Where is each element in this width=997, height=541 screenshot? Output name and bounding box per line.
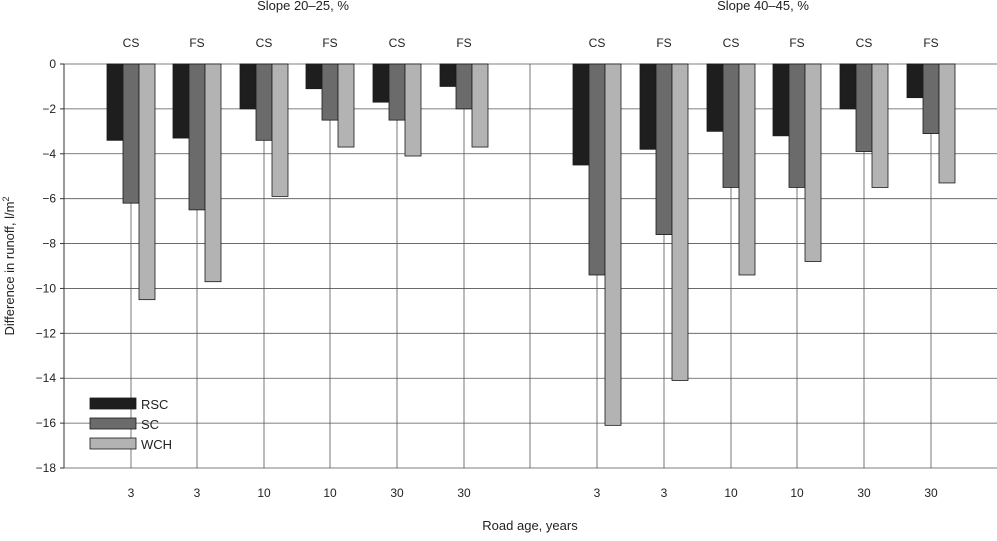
- bar-wch: [804, 63, 822, 262]
- axis-layer: 0 −2 −4 −6 −8 −10 −12 −14 −16 −18 CS 3 FS 3 CS 10 FS 10 CS…: [36, 36, 939, 500]
- bar-rsc: [639, 63, 657, 150]
- y-tick-label: −10: [36, 281, 57, 295]
- y-tick-label: −18: [36, 461, 57, 475]
- bar-sc: [922, 63, 940, 134]
- bar-wch: [871, 63, 889, 188]
- y-tick-label: −14: [36, 371, 57, 385]
- y-axis-label: Difference in runoff, l/m2: [1, 197, 17, 336]
- surface-label: CS: [723, 36, 740, 50]
- bar-sc: [455, 63, 473, 110]
- surface-label: CS: [389, 36, 406, 50]
- y-axis-label-sup: 2: [1, 197, 11, 202]
- bar-rsc: [439, 63, 457, 87]
- bar-wch: [604, 63, 622, 426]
- surface-label: FS: [923, 36, 938, 50]
- bar-rsc: [172, 63, 190, 139]
- y-axis-label-text: Difference in runoff, l/m: [2, 202, 17, 336]
- bar-sc: [722, 63, 740, 188]
- surface-label: CS: [256, 36, 273, 50]
- surface-label: FS: [789, 36, 804, 50]
- legend-label-sc: SC: [141, 417, 159, 432]
- legend-swatch-wch: [89, 437, 137, 450]
- age-tick-label: 30: [457, 486, 471, 500]
- y-tick-label: −6: [42, 192, 56, 206]
- bar-wch: [938, 63, 956, 184]
- surface-label: CS: [856, 36, 873, 50]
- bar-rsc: [839, 63, 857, 110]
- bar-wch: [671, 63, 689, 381]
- bar-wch: [204, 63, 222, 283]
- age-tick-label: 10: [323, 486, 337, 500]
- age-tick-label: 3: [194, 486, 201, 500]
- y-tick-label: −2: [42, 102, 56, 116]
- surface-label: CS: [123, 36, 140, 50]
- bar-sc: [255, 63, 273, 141]
- y-tick-label: −16: [36, 416, 57, 430]
- bar-sc: [588, 63, 606, 276]
- surface-label: FS: [456, 36, 471, 50]
- bar-rsc: [239, 63, 257, 110]
- surface-label: CS: [589, 36, 606, 50]
- label-layer: Slope 20–25, % Slope 40–45, % Road age, …: [1, 0, 809, 533]
- y-tick-label: −12: [36, 326, 57, 340]
- bar-rsc: [906, 63, 924, 99]
- age-tick-label: 10: [257, 486, 271, 500]
- bar-sc: [122, 63, 140, 204]
- bar-wch: [738, 63, 756, 276]
- bar-sc: [655, 63, 673, 235]
- x-axis-label: Road age, years: [482, 518, 578, 533]
- bar-sc: [855, 63, 873, 152]
- bar-rsc: [106, 63, 124, 141]
- legend: RSC SC WCH: [89, 397, 172, 452]
- age-tick-label: 3: [594, 486, 601, 500]
- bar-rsc: [572, 63, 590, 166]
- legend-label-rsc: RSC: [141, 397, 168, 412]
- bar-rsc: [706, 63, 724, 132]
- bar-wch: [337, 63, 355, 148]
- bar-wch: [271, 63, 289, 197]
- bar-wch: [138, 63, 156, 301]
- y-tick-label: 0: [49, 57, 56, 71]
- age-tick-label: 30: [390, 486, 404, 500]
- bar-rsc: [772, 63, 790, 137]
- bar-layer: [106, 63, 956, 426]
- bar-rsc: [372, 63, 390, 103]
- age-tick-label: 3: [661, 486, 668, 500]
- age-tick-label: 10: [790, 486, 804, 500]
- bar-sc: [388, 63, 406, 121]
- surface-label: FS: [189, 36, 204, 50]
- bar-sc: [188, 63, 206, 211]
- age-tick-label: 30: [924, 486, 938, 500]
- bar-sc: [321, 63, 339, 121]
- panel-title-right: Slope 40–45, %: [717, 0, 809, 13]
- bar-rsc: [305, 63, 323, 90]
- age-tick-label: 10: [724, 486, 738, 500]
- legend-swatch-sc: [89, 417, 137, 430]
- age-tick-label: 3: [128, 486, 135, 500]
- surface-label: FS: [322, 36, 337, 50]
- y-tick-label: −8: [42, 237, 56, 251]
- y-tick-label: −4: [42, 147, 56, 161]
- bar-wch: [471, 63, 489, 148]
- legend-label-wch: WCH: [141, 437, 172, 452]
- panel-title-left: Slope 20–25, %: [257, 0, 349, 13]
- surface-label: FS: [656, 36, 671, 50]
- age-tick-label: 30: [857, 486, 871, 500]
- bar-sc: [788, 63, 806, 188]
- bar-wch: [404, 63, 422, 157]
- legend-swatch-rsc: [89, 397, 137, 410]
